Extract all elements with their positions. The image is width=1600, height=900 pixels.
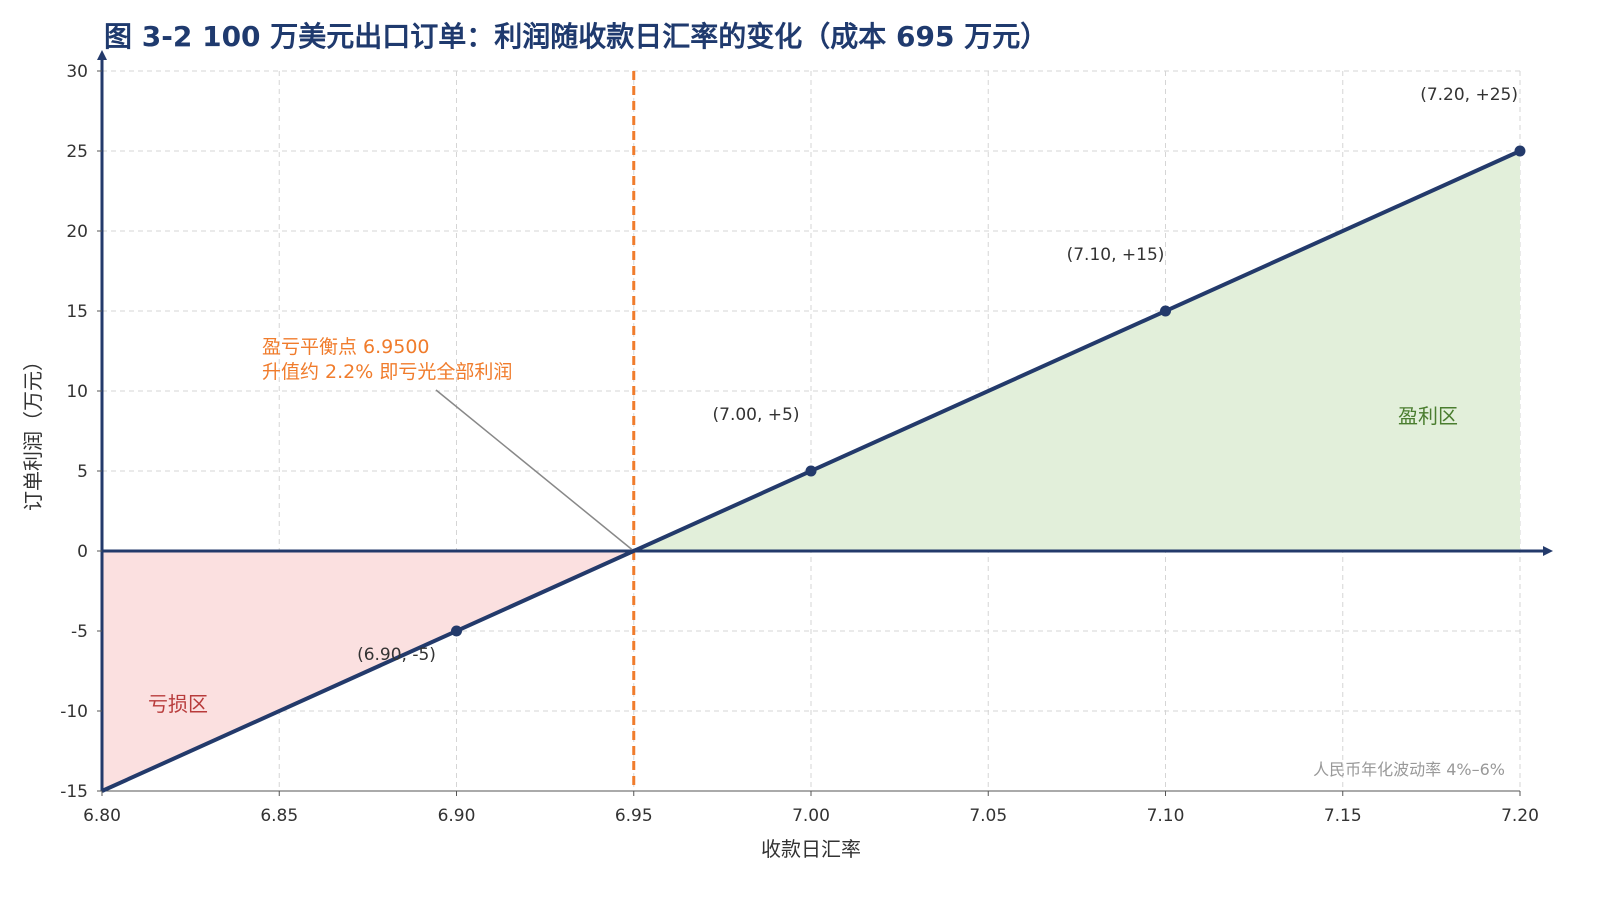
x-tick-label: 6.95 <box>615 806 653 826</box>
breakeven-annotation-line2: 升值约 2.2% 即亏光全部利润 <box>262 361 512 383</box>
data-point-label: (7.10, +15) <box>1067 245 1165 265</box>
y-tick-label: -5 <box>71 622 88 642</box>
data-point-label: (6.90, -5) <box>357 645 436 665</box>
y-axis-label: 订单利润（万元） <box>21 351 45 511</box>
loss-region-label: 亏损区 <box>148 692 208 716</box>
x-axis-label: 收款日汇率 <box>761 837 861 861</box>
data-point <box>451 625 462 637</box>
y-tick-label: 5 <box>77 462 88 482</box>
y-tick-label: 10 <box>66 382 88 402</box>
y-tick-label: -15 <box>60 782 88 802</box>
y-tick-label: 20 <box>66 222 88 242</box>
data-point-label: (7.20, +25) <box>1420 85 1518 105</box>
chart-title: 图 3-2 100 万美元出口订单：利润随收款日汇率的变化（成本 695 万元） <box>104 20 1048 53</box>
x-tick-label: 6.90 <box>438 806 476 826</box>
x-tick-label: 6.85 <box>260 806 298 826</box>
y-tick-labels: -15 -10 -5 0 5 10 15 20 25 30 <box>60 62 102 802</box>
data-point-label: (7.00, +5) <box>713 405 800 425</box>
x-tick-label: 6.80 <box>83 806 121 826</box>
y-tick-label: 0 <box>77 542 88 562</box>
profit-region-label: 盈利区 <box>1398 404 1458 428</box>
data-point <box>1160 305 1171 317</box>
data-points <box>451 145 1526 637</box>
y-tick-label: -10 <box>60 702 88 722</box>
x-tick-labels: 6.80 6.85 6.90 6.95 7.00 7.05 7.10 7.15 7.20 <box>83 791 1539 826</box>
y-tick-label: 15 <box>66 302 88 322</box>
x-tick-label: 7.05 <box>969 806 1007 826</box>
x-tick-label: 7.15 <box>1324 806 1362 826</box>
data-point <box>1514 145 1526 157</box>
x-tick-label: 7.10 <box>1147 806 1185 826</box>
breakeven-annotation-line1: 盈亏平衡点 6.9500 <box>262 336 430 358</box>
volatility-note: 人民币年化波动率 4%–6% <box>1313 760 1505 779</box>
data-point <box>805 465 817 477</box>
y-tick-label: 25 <box>66 142 88 162</box>
annotation-leader-line <box>435 389 635 552</box>
x-tick-label: 7.00 <box>792 806 830 826</box>
data-point-labels: (6.90, -5) (7.00, +5) (7.10, +15) (7.20, +2… <box>357 85 1518 665</box>
x-tick-label: 7.20 <box>1501 806 1539 826</box>
y-tick-label: 30 <box>66 62 88 82</box>
